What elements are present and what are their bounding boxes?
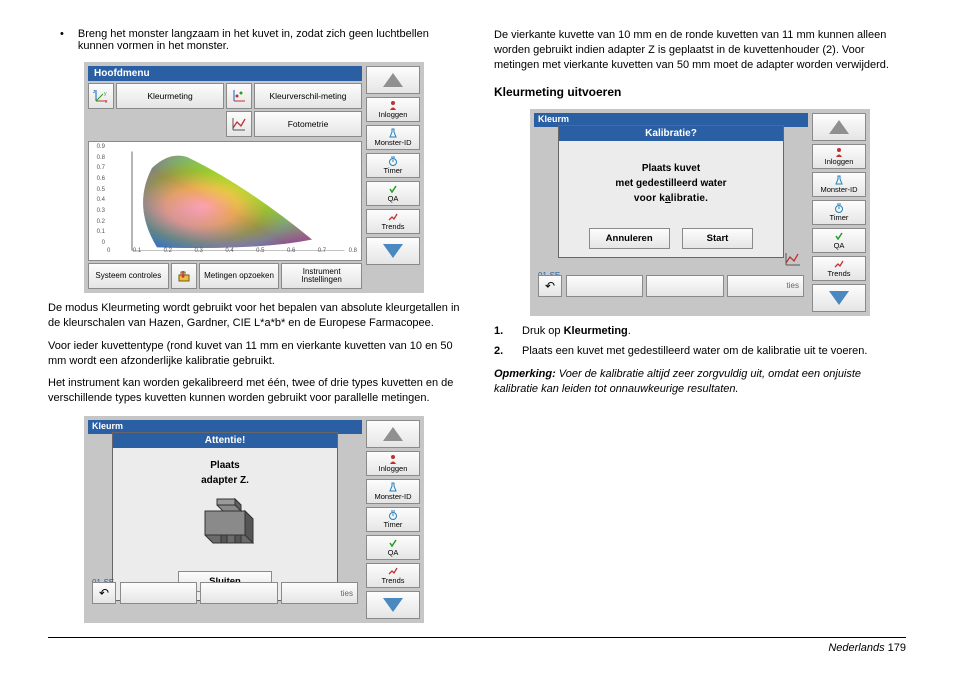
paragraph: Voor ieder kuvettentype (rond kuvet van … [48, 339, 460, 369]
qa-button[interactable]: QA [366, 181, 420, 206]
device-screenshot-hoofdmenu: Hoofdmenu zyx Kleurmeting Kleurverschil-… [84, 62, 424, 293]
fotometrie-button[interactable]: Fotometrie [254, 111, 362, 137]
dialog-text-line: Plaats [121, 458, 329, 473]
check-icon [388, 538, 398, 548]
check-icon [388, 184, 398, 194]
background-tab [646, 275, 723, 297]
step-text-bold: Kleurmeting [564, 325, 628, 337]
x-axis-ticks: 00.10.20.30.40.50.60.70.8 [107, 248, 357, 258]
scroll-down-button[interactable] [812, 284, 866, 312]
bullet-text: Breng het monster langzaam in het kuvet … [78, 28, 460, 52]
inloggen-button[interactable]: Inloggen [366, 451, 420, 476]
y-axis-ticks: 0.90.80.70.60.50.40.30.20.10 [91, 144, 105, 246]
trends-icon [388, 566, 398, 576]
trends-button[interactable]: Trends [812, 256, 866, 281]
bullet-item: • Breng het monster langzaam in het kuve… [48, 28, 460, 52]
bullet-dot: • [48, 28, 64, 52]
inloggen-button[interactable]: Inloggen [812, 144, 866, 169]
dialog-text-line: Plaats kuvet [567, 161, 775, 176]
step-text: Druk op [522, 325, 564, 337]
step-text: Plaats een kuvet met gedestilleerd water… [522, 344, 867, 359]
footer-language: Nederlands [828, 642, 884, 654]
background-tab [120, 582, 197, 604]
svg-text:x: x [105, 99, 108, 104]
section-heading: Kleurmeting uitvoeren [494, 85, 906, 99]
kleurverschil-button[interactable]: Kleurverschil-meting [254, 83, 362, 109]
window-title: Hoofdmenu [88, 66, 362, 81]
timer-icon [388, 510, 398, 520]
trends-icon [388, 212, 398, 222]
dialog-text-line: adapter Z. [121, 473, 329, 488]
timer-icon [834, 203, 844, 213]
person-icon [388, 100, 398, 110]
scroll-up-button[interactable] [366, 66, 420, 94]
kleurmeting-icon[interactable]: zyx [88, 83, 114, 109]
paragraph: De vierkante kuvette van 10 mm en de ron… [494, 28, 906, 73]
check-icon [834, 231, 844, 241]
device-screenshot-attentie: Kleurm Attentie! Plaats adapter Z. [84, 416, 424, 623]
scroll-up-button[interactable] [812, 113, 866, 141]
scroll-down-button[interactable] [366, 237, 420, 265]
background-tab: ties [281, 582, 358, 604]
note-lead: Opmerking: [494, 368, 556, 380]
svg-text:y: y [104, 91, 107, 97]
person-icon [834, 147, 844, 157]
inloggen-button[interactable]: Inloggen [366, 97, 420, 122]
kleurmeting-button[interactable]: Kleurmeting [116, 83, 224, 109]
timer-icon [388, 156, 398, 166]
undo-button[interactable]: ↶ [538, 275, 562, 297]
scroll-up-button[interactable] [366, 420, 420, 448]
background-chart-icon [784, 251, 802, 269]
trends-button[interactable]: Trends [366, 563, 420, 588]
step-number: 1. [494, 324, 510, 339]
timer-button[interactable]: Timer [366, 507, 420, 532]
adapter-illustration [185, 488, 265, 550]
note: Opmerking: Voer de kalibratie altijd zee… [494, 367, 906, 397]
timer-button[interactable]: Timer [366, 153, 420, 178]
annuleren-button[interactable]: Annuleren [589, 228, 670, 249]
cie-gamut-chart: 0.90.80.70.60.50.40.30.20.10 [88, 141, 362, 261]
qa-button[interactable]: QA [366, 535, 420, 560]
start-button[interactable]: Start [682, 228, 754, 249]
qa-button[interactable]: QA [812, 228, 866, 253]
monster-id-button[interactable]: Monster-ID [812, 172, 866, 197]
dialog-title: Attentie! [113, 433, 337, 448]
footer-page-number: 179 [888, 642, 906, 654]
timer-button[interactable]: Timer [812, 200, 866, 225]
flask-icon [834, 175, 844, 185]
scroll-down-button[interactable] [366, 591, 420, 619]
trends-icon [834, 259, 844, 269]
step-text: . [628, 325, 631, 337]
flask-icon [388, 128, 398, 138]
background-tab [566, 275, 643, 297]
undo-button[interactable]: ↶ [92, 582, 116, 604]
step-number: 2. [494, 344, 510, 359]
kleurverschil-icon[interactable] [226, 83, 252, 109]
instrument-instellingen-button[interactable]: Instrument Instellingen [281, 263, 362, 289]
paragraph: De modus Kleurmeting wordt gebruikt voor… [48, 301, 460, 331]
flask-icon [388, 482, 398, 492]
dialog-text-line: met gedestilleerd water [567, 176, 775, 191]
fotometrie-icon[interactable] [226, 111, 252, 137]
paragraph: Het instrument kan worden gekalibreerd m… [48, 376, 460, 406]
trends-button[interactable]: Trends [366, 209, 420, 234]
metingen-opzoeken-button[interactable]: Metingen opzoeken [199, 263, 280, 289]
step-1: 1. Druk op Kleurmeting. [494, 324, 906, 339]
metingen-opzoeken-icon[interactable] [171, 263, 197, 289]
person-icon [388, 454, 398, 464]
dialog-title: Kalibratie? [559, 126, 783, 141]
monster-id-button[interactable]: Monster-ID [366, 479, 420, 504]
page-footer: Nederlands 179 [48, 637, 906, 654]
monster-id-button[interactable]: Monster-ID [366, 125, 420, 150]
step-2: 2. Plaats een kuvet met gedestilleerd wa… [494, 344, 906, 359]
systeem-controles-button[interactable]: Systeem controles [88, 263, 169, 289]
background-tab: ties [727, 275, 804, 297]
background-tab [200, 582, 277, 604]
device-screenshot-kalibratie: Kleurm Kalibratie? Plaats kuvet met gede… [530, 109, 870, 316]
dialog-text-line: voor kalibratie. [567, 191, 775, 206]
